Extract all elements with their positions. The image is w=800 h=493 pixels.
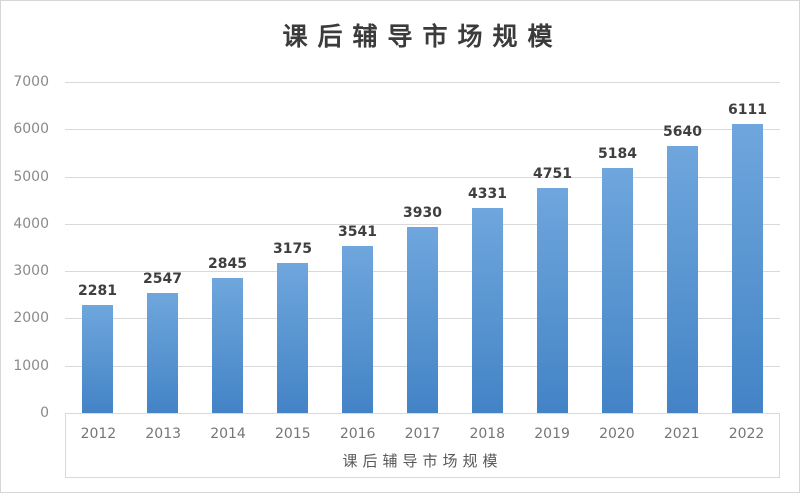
bar-value-label: 4331 bbox=[468, 186, 507, 203]
bar-value-label: 6111 bbox=[728, 102, 767, 119]
x-tick-label: 2013 bbox=[145, 426, 182, 442]
bar bbox=[407, 227, 438, 413]
y-tick-label: 4000 bbox=[13, 215, 49, 232]
gridline bbox=[65, 223, 780, 225]
bar bbox=[147, 292, 178, 413]
x-tick-label: 2018 bbox=[469, 426, 506, 442]
bar-slot: 2547 bbox=[130, 82, 195, 413]
bar-value-label: 3930 bbox=[403, 205, 442, 222]
bar-value-label: 4751 bbox=[533, 166, 572, 183]
bar bbox=[212, 278, 243, 413]
bar-value-label: 3541 bbox=[338, 223, 377, 240]
x-tick-label: 2021 bbox=[663, 426, 700, 442]
y-tick-label: 5000 bbox=[13, 168, 49, 185]
bar-slot: 5640 bbox=[650, 82, 715, 413]
y-tick-label: 1000 bbox=[13, 357, 49, 374]
x-axis-title: 课后辅导市场规模 bbox=[342, 452, 503, 470]
bar-slot: 2281 bbox=[65, 82, 130, 413]
bar-value-label: 2281 bbox=[78, 283, 117, 300]
bar-value-label: 2845 bbox=[208, 256, 247, 273]
y-axis: 0 1000 2000 3000 4000 5000 6000 7000 bbox=[1, 74, 65, 421]
bar-slot: 3175 bbox=[260, 82, 325, 413]
gridline bbox=[65, 176, 780, 178]
bar-slot: 3930 bbox=[390, 82, 455, 413]
x-tick-label: 2017 bbox=[404, 426, 441, 442]
bar bbox=[537, 188, 568, 413]
x-axis-tick-labels: 2012 2013 2014 2015 2016 2017 2018 2019 2020 2021… bbox=[66, 424, 779, 444]
bar bbox=[82, 305, 113, 413]
bar-value-label: 3175 bbox=[273, 240, 312, 257]
y-tick-label: 0 bbox=[40, 405, 49, 421]
x-tick-label: 2020 bbox=[599, 426, 635, 442]
bar bbox=[472, 208, 503, 413]
y-tick-label: 3000 bbox=[13, 263, 49, 280]
x-axis-strip: 2012 2013 2014 2015 2016 2017 2018 2019 2020 2021… bbox=[65, 413, 780, 478]
bar bbox=[732, 124, 763, 413]
x-tick-label: 2019 bbox=[534, 426, 570, 442]
y-tick-label: 2000 bbox=[13, 310, 49, 327]
plot-area: 2281 2547 2845 3175 3541 3930 4331 4751 5184 5640… bbox=[65, 82, 780, 413]
x-tick-label: 2016 bbox=[339, 426, 376, 442]
y-tick-label: 7000 bbox=[13, 74, 49, 90]
bar-slot: 4751 bbox=[520, 82, 585, 413]
bar bbox=[277, 262, 308, 413]
bar-slot: 6111 bbox=[715, 82, 780, 413]
x-tick-label: 2022 bbox=[728, 426, 765, 442]
bar-value-label: 2547 bbox=[143, 270, 182, 287]
bar-value-label: 5640 bbox=[663, 124, 702, 141]
x-tick-label: 2015 bbox=[275, 426, 311, 442]
x-tick-label: 2014 bbox=[210, 426, 246, 442]
bar-slot: 5184 bbox=[585, 82, 650, 413]
gridline bbox=[65, 82, 780, 83]
bar bbox=[667, 146, 698, 413]
bar-slot: 3541 bbox=[325, 82, 390, 413]
bar-slot: 2845 bbox=[195, 82, 260, 413]
x-tick-label: 2012 bbox=[80, 426, 117, 442]
bar bbox=[602, 167, 633, 413]
bar-slot: 4331 bbox=[455, 82, 520, 413]
bar bbox=[342, 245, 373, 413]
chart-title: 课后辅导市场规模 bbox=[282, 22, 563, 51]
y-tick-label: 6000 bbox=[13, 121, 49, 138]
gridline bbox=[65, 129, 780, 131]
bar-value-label: 5184 bbox=[598, 145, 637, 162]
